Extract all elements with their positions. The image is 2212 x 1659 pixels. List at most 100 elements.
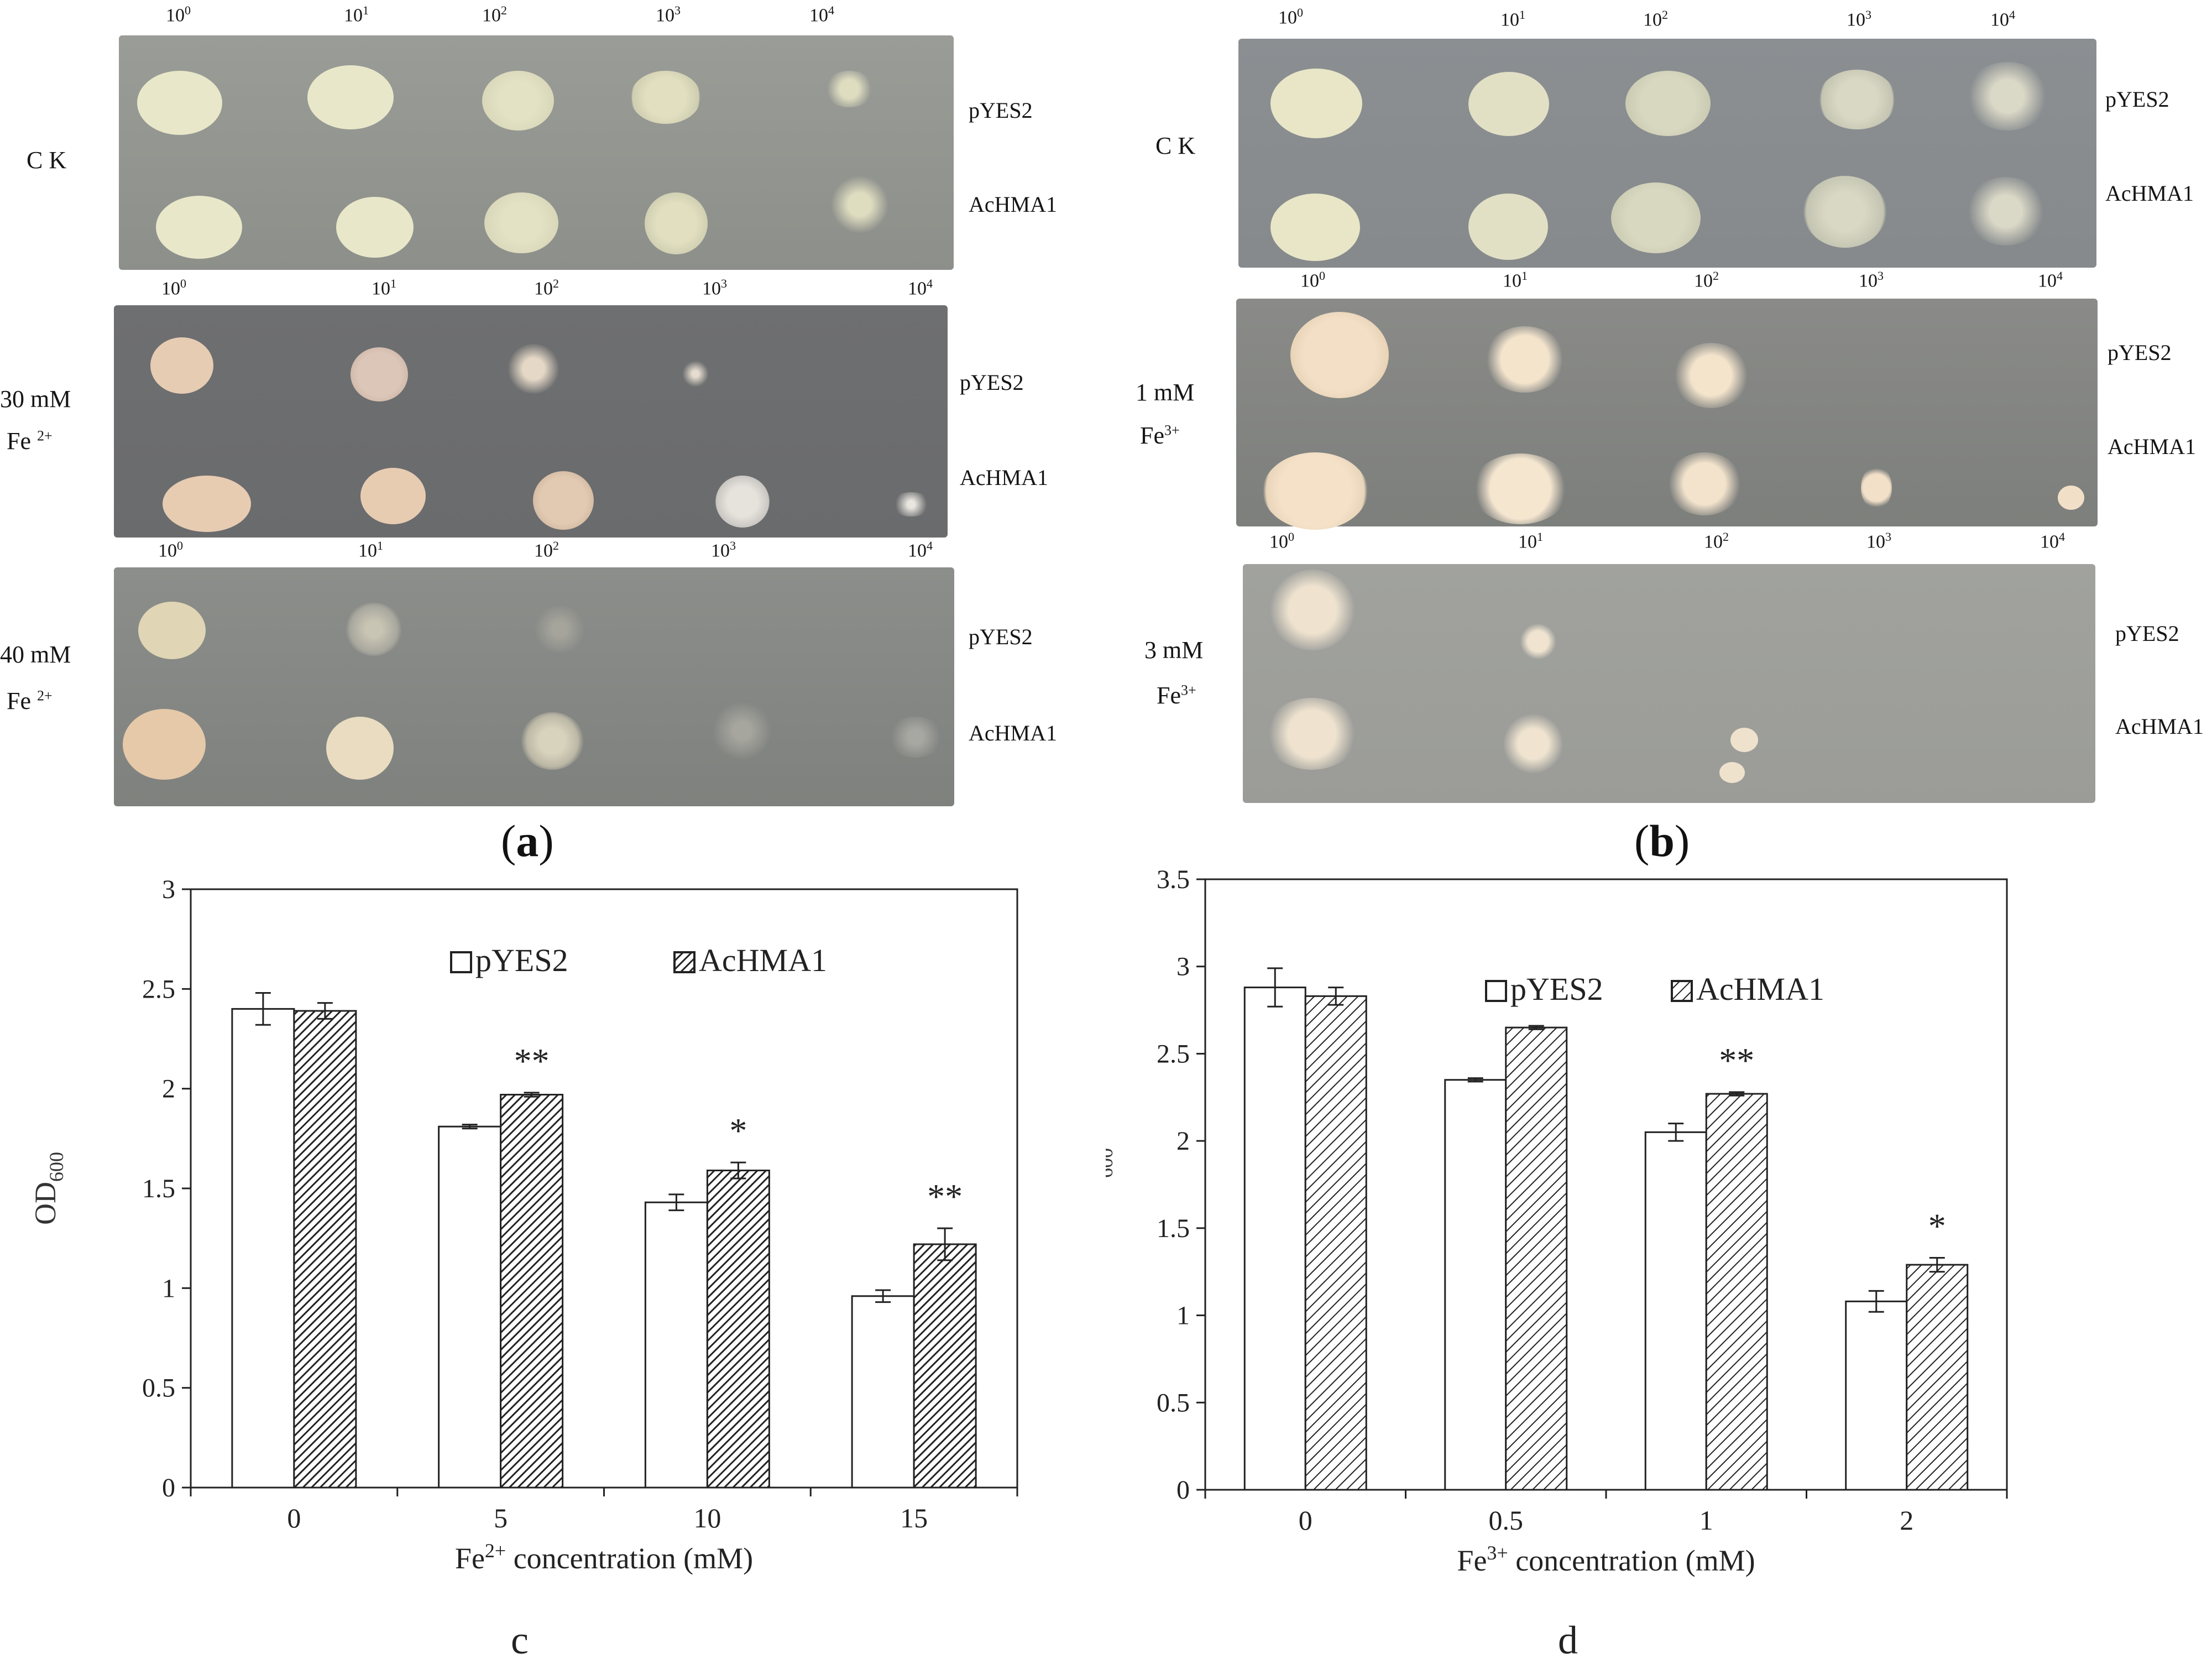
colony-spot bbox=[336, 197, 414, 258]
y-tick-label: 1.5 bbox=[1157, 1214, 1190, 1243]
legend-label-pyes2: pYES2 bbox=[475, 942, 568, 978]
colony-spot bbox=[137, 71, 222, 135]
y-tick-label: 2.5 bbox=[142, 974, 175, 1004]
colony-spot bbox=[1965, 62, 2050, 131]
colony-spot bbox=[521, 712, 584, 770]
significance-marker: ** bbox=[1719, 1041, 1754, 1080]
colony-spot bbox=[1503, 713, 1563, 774]
bar-pyes2 bbox=[644, 1201, 708, 1489]
dilution-b-1-2: 102 bbox=[1694, 269, 1719, 291]
y-axis-label: OD600 bbox=[29, 1152, 67, 1225]
x-tick-label: 0.5 bbox=[1489, 1505, 1524, 1536]
dilution-a-40-2: 102 bbox=[534, 539, 559, 561]
y-tick-label: 3 bbox=[162, 875, 175, 904]
bar-pyes2 bbox=[1444, 1079, 1507, 1491]
dilution-a-40-3: 103 bbox=[711, 539, 736, 561]
colony-spot bbox=[326, 717, 394, 780]
colony-spot bbox=[1269, 570, 1356, 650]
significance-marker: * bbox=[1928, 1206, 1946, 1245]
colony-spot bbox=[1673, 343, 1749, 408]
chart-d: 0 0.5 1 1.5 2 2.5 3 3.5 0 0.5 1 ** 2 * pYES2 AcHMA1 OD60… bbox=[1106, 865, 2008, 1659]
colony-spot bbox=[1265, 698, 1359, 770]
colony-spot bbox=[307, 65, 394, 129]
dilution-a-ck-0: 100 bbox=[166, 3, 191, 26]
colony-spot bbox=[345, 603, 402, 656]
colony-spot bbox=[1719, 762, 1745, 783]
y-tick-label: 0.5 bbox=[1157, 1388, 1190, 1417]
dilution-b-1-1: 101 bbox=[1503, 269, 1528, 291]
colony-spot bbox=[360, 468, 426, 524]
colony-spot bbox=[1263, 452, 1368, 530]
condition-label-a-30mm: 30 mM bbox=[0, 385, 71, 413]
legend-swatch-achma1 bbox=[1671, 980, 1693, 1002]
colony-spot bbox=[1965, 177, 2047, 246]
colony-spot bbox=[645, 192, 708, 254]
colony-spot bbox=[484, 192, 558, 253]
bar-achma1 bbox=[1304, 995, 1367, 1491]
colony-spot bbox=[150, 337, 213, 394]
dilution-b-1-3: 103 bbox=[1859, 269, 1884, 291]
colony-spot bbox=[830, 176, 889, 233]
legend-swatch-pyes2 bbox=[450, 951, 472, 973]
y-axis-label: OD600 bbox=[1106, 1148, 1117, 1221]
x-tick-label: 10 bbox=[693, 1503, 721, 1533]
legend-swatch-achma1 bbox=[673, 951, 696, 973]
condition-label-a-ck: C K bbox=[27, 147, 67, 174]
bar-pyes2 bbox=[438, 1125, 502, 1489]
bar-pyes2 bbox=[231, 1008, 295, 1489]
dilution-a-30-3: 103 bbox=[702, 276, 727, 299]
strain-label-b-1-achma1: AcHMA1 bbox=[2108, 434, 2196, 459]
colony-spot bbox=[1270, 69, 1362, 138]
dilution-b-1-0: 100 bbox=[1300, 269, 1325, 291]
y-tick-label: 3.5 bbox=[1157, 865, 1190, 894]
panel-label-b: (b) bbox=[1634, 816, 1690, 866]
dilution-a-ck-3: 103 bbox=[656, 3, 681, 26]
ion-label-b-3mm: Fe3+ bbox=[1157, 682, 1196, 709]
strain-label-a-40-achma1: AcHMA1 bbox=[969, 721, 1057, 745]
colony-spot bbox=[1861, 466, 1892, 510]
dilution-b-3-3: 103 bbox=[1866, 530, 1891, 552]
colony-spot bbox=[532, 606, 587, 653]
colony-spot bbox=[630, 71, 701, 124]
x-tick-label: 2 bbox=[1900, 1505, 1913, 1536]
colony-spot bbox=[1484, 326, 1566, 393]
bar-achma1 bbox=[913, 1243, 977, 1489]
plate-a-40mm bbox=[114, 567, 954, 806]
colony-spot bbox=[1803, 176, 1886, 248]
legend-label-achma1: AcHMA1 bbox=[699, 942, 827, 978]
colony-spot bbox=[824, 71, 875, 107]
y-tick-label: 2 bbox=[162, 1074, 175, 1104]
colony-spot bbox=[1468, 194, 1548, 260]
strain-label-b-ck-achma1: AcHMA1 bbox=[2105, 181, 2194, 206]
dilution-a-30-4: 104 bbox=[908, 276, 933, 299]
dilution-b-ck-4: 104 bbox=[1990, 8, 2015, 30]
ion-label-b-1mm: Fe3+ bbox=[1140, 422, 1180, 449]
colony-spot bbox=[508, 344, 559, 394]
dilution-b-ck-2: 102 bbox=[1643, 8, 1668, 30]
bar-pyes2 bbox=[1845, 1300, 1908, 1491]
dilution-a-40-4: 104 bbox=[908, 539, 933, 561]
dilution-a-ck-4: 104 bbox=[809, 3, 834, 26]
dilution-a-30-0: 100 bbox=[161, 276, 186, 299]
dilution-a-ck-2: 102 bbox=[482, 3, 507, 26]
dilution-a-40-0: 100 bbox=[158, 539, 183, 561]
colony-spot bbox=[163, 476, 251, 532]
strain-label-b-ck-pyes2: pYES2 bbox=[2105, 87, 2169, 112]
strain-label-a-30-achma1: AcHMA1 bbox=[960, 465, 1048, 490]
dilution-b-ck-1: 101 bbox=[1500, 8, 1525, 30]
dilution-b-3-2: 102 bbox=[1704, 530, 1729, 552]
dilution-b-ck-0: 100 bbox=[1278, 6, 1303, 28]
chart-c: 0 0.5 1 1.5 2 2.5 3 0 5 ** 10 * 15 ** pYES2 AcHMA1 OD600… bbox=[29, 875, 1018, 1659]
colony-spot bbox=[1270, 194, 1360, 261]
dilution-a-40-1: 101 bbox=[358, 539, 383, 561]
colony-spot bbox=[351, 347, 408, 401]
colony-spot bbox=[138, 602, 206, 659]
colony-spot bbox=[887, 717, 944, 758]
bar-achma1 bbox=[1906, 1264, 1969, 1491]
panel-label-d: d bbox=[1558, 1618, 1578, 1659]
panel-label-c: c bbox=[511, 1618, 529, 1659]
significance-marker: ** bbox=[927, 1177, 963, 1216]
x-tick-label: 15 bbox=[900, 1503, 928, 1533]
x-axis-label: Fe3+ concentration (mM) bbox=[1457, 1542, 1755, 1577]
colony-spot bbox=[679, 359, 712, 388]
